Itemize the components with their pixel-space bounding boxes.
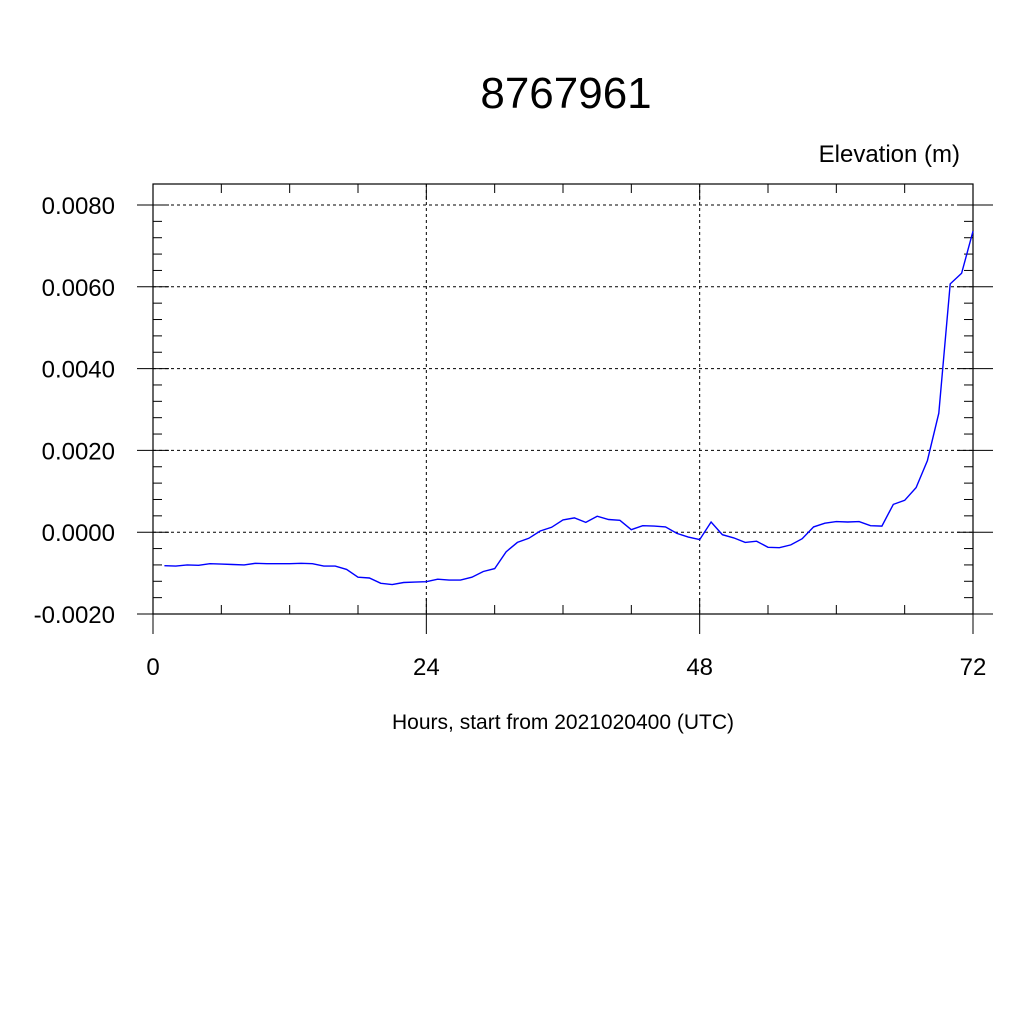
x-tick-label: 48 xyxy=(686,654,713,681)
y-tick-labels: -0.0020 0.0000 0.0020 0.0040 0.0060 0.0080 xyxy=(34,193,115,629)
y-tick-label: -0.0020 xyxy=(34,602,115,629)
y-tick-label: 0.0080 xyxy=(42,193,115,220)
chart-title: 8767961 xyxy=(480,69,651,118)
x-tick-label: 24 xyxy=(413,654,440,681)
y-tick-label: 0.0020 xyxy=(42,438,115,465)
x-tick-label: 0 xyxy=(146,654,159,681)
elevation-series-line xyxy=(164,231,974,586)
x-tick-labels: 0 24 48 72 xyxy=(146,654,986,681)
y-axis-unit-label: Elevation (m) xyxy=(819,141,960,168)
y-tick-label: 0.0060 xyxy=(42,275,115,302)
plot-frame xyxy=(152,183,974,615)
x-axis-label: Hours, start from 2021020400 (UTC) xyxy=(392,711,734,734)
x-tick-label: 72 xyxy=(960,654,987,681)
axis-ticks xyxy=(137,184,993,634)
y-tick-label: 0.0040 xyxy=(42,357,115,384)
y-tick-label: 0.0000 xyxy=(42,520,115,547)
grid xyxy=(153,184,973,614)
